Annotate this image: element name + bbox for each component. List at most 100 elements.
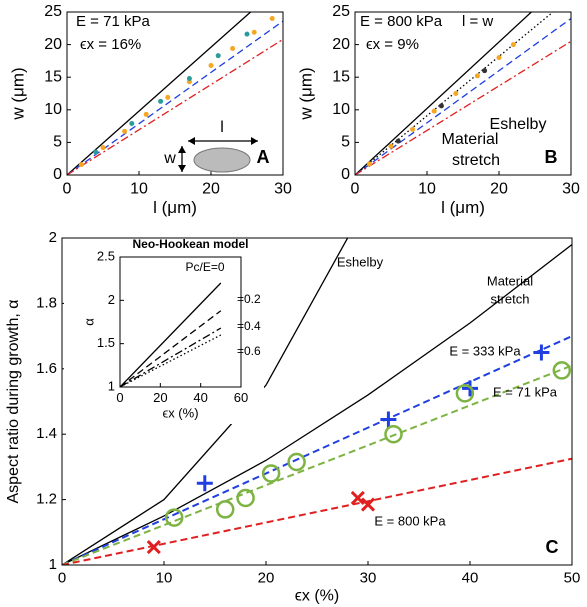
y-tick-label: 20 (44, 36, 62, 53)
marker (533, 344, 550, 361)
marker (552, 361, 572, 380)
x-tick-label: 10 (156, 569, 173, 586)
line (120, 334, 222, 387)
marker (122, 128, 128, 134)
annotation: E = 333 kPa (449, 343, 521, 358)
x-tick-label: 50 (564, 569, 581, 586)
annotation: E = 71 kPa (76, 13, 150, 30)
marker (360, 497, 376, 512)
annotation: E = 71 kPa (493, 384, 558, 399)
marker (287, 452, 306, 472)
marker (261, 464, 281, 483)
marker (100, 145, 106, 151)
marker (496, 55, 502, 61)
inset-background (64, 239, 264, 424)
axes-box (119, 256, 242, 388)
panel-label: C (546, 537, 559, 557)
shape-icon (178, 137, 258, 173)
panel: 0 10 20 30 0 5 10 15 20 25 l (μm) w (μm) A E = 71 kPa… (8, 3, 292, 217)
x-axis-label: l (μm) (441, 198, 485, 217)
line (120, 327, 222, 387)
y-tick-label: 1 (108, 378, 115, 393)
x-tick-label: 0 (63, 181, 72, 198)
marker (269, 16, 275, 22)
x-tick-label: 40 (193, 390, 207, 405)
panel: 0 10 20 30 0 5 10 15 20 25 l (μm) w (μm) B E = 800 kP… (296, 3, 580, 217)
line (120, 282, 222, 387)
line (355, 12, 532, 175)
annotation: ϵx = 16% (80, 36, 141, 53)
marker (93, 149, 99, 155)
axes-box (354, 11, 572, 176)
plot-area (120, 282, 222, 387)
y-tick-label: 15 (332, 68, 350, 85)
y-tick-label: 0 (341, 166, 350, 183)
marker (510, 42, 516, 48)
marker (474, 73, 480, 79)
marker (186, 76, 192, 82)
marker (215, 500, 235, 519)
marker (244, 31, 250, 37)
plot-area (62, 238, 572, 565)
y-tick-label: 2 (108, 292, 115, 307)
line (67, 12, 252, 175)
marker (453, 91, 459, 96)
y-tick-label: 1.8 (36, 294, 57, 311)
x-tick-label: 20 (153, 390, 167, 405)
marker (251, 29, 257, 35)
y-axis-label: Aspect ratio during growth, α (5, 299, 22, 503)
marker (384, 424, 403, 444)
y-tick-label: 1.6 (36, 360, 57, 377)
marker (366, 161, 372, 167)
annotation: Material (442, 131, 499, 148)
x-tick-label: 20 (258, 569, 275, 586)
x-tick-label: 30 (562, 181, 580, 198)
y-tick-label: 1 (49, 556, 57, 573)
y-tick-label: 25 (332, 3, 350, 20)
y-tick-label: 0 (53, 166, 62, 183)
x-tick-label: 20 (490, 181, 508, 198)
marker (208, 62, 214, 68)
annotation: =0.6 (237, 344, 261, 358)
marker (380, 411, 397, 428)
x-tick-label: 40 (462, 569, 479, 586)
line (62, 457, 572, 565)
x-tick-label: 0 (116, 390, 123, 405)
y-tick-label: 10 (332, 101, 350, 118)
y-tick-label: 20 (332, 36, 350, 53)
marker (455, 384, 475, 403)
line (120, 310, 222, 387)
marker (395, 138, 401, 144)
y-tick-label: 1.4 (36, 425, 57, 442)
line (62, 364, 572, 565)
x-tick-label: 0 (58, 569, 66, 586)
line (355, 17, 571, 175)
inset-title: Neo-Hookean model (132, 237, 248, 251)
annotation: =0.2 (237, 292, 261, 306)
annotation: w (163, 150, 176, 167)
annotation: Eshelby (337, 254, 384, 269)
marker (388, 143, 394, 149)
marker (230, 46, 236, 52)
annotation: =0.4 (237, 319, 261, 333)
y-tick-label: 15 (44, 68, 62, 85)
annotation: ϵx = 9% (366, 36, 419, 53)
y-tick-label: 5 (341, 134, 350, 151)
y-tick-label: 1.5 (97, 335, 115, 350)
axes-box (61, 237, 573, 566)
marker (164, 508, 184, 527)
annotation: Material (487, 273, 533, 288)
y-axis-label: w (μm) (296, 67, 315, 120)
line (62, 244, 572, 565)
line (355, 40, 571, 175)
x-tick-label: 30 (274, 181, 292, 198)
marker (350, 490, 365, 506)
marker (158, 98, 164, 104)
marker (78, 162, 84, 168)
annotation: stretch (452, 152, 500, 169)
axes-box (66, 11, 284, 176)
x-tick-label: 30 (360, 569, 377, 586)
annotation: l (220, 119, 224, 136)
panel-label: B (545, 147, 558, 167)
annotation: l = w (462, 13, 493, 30)
